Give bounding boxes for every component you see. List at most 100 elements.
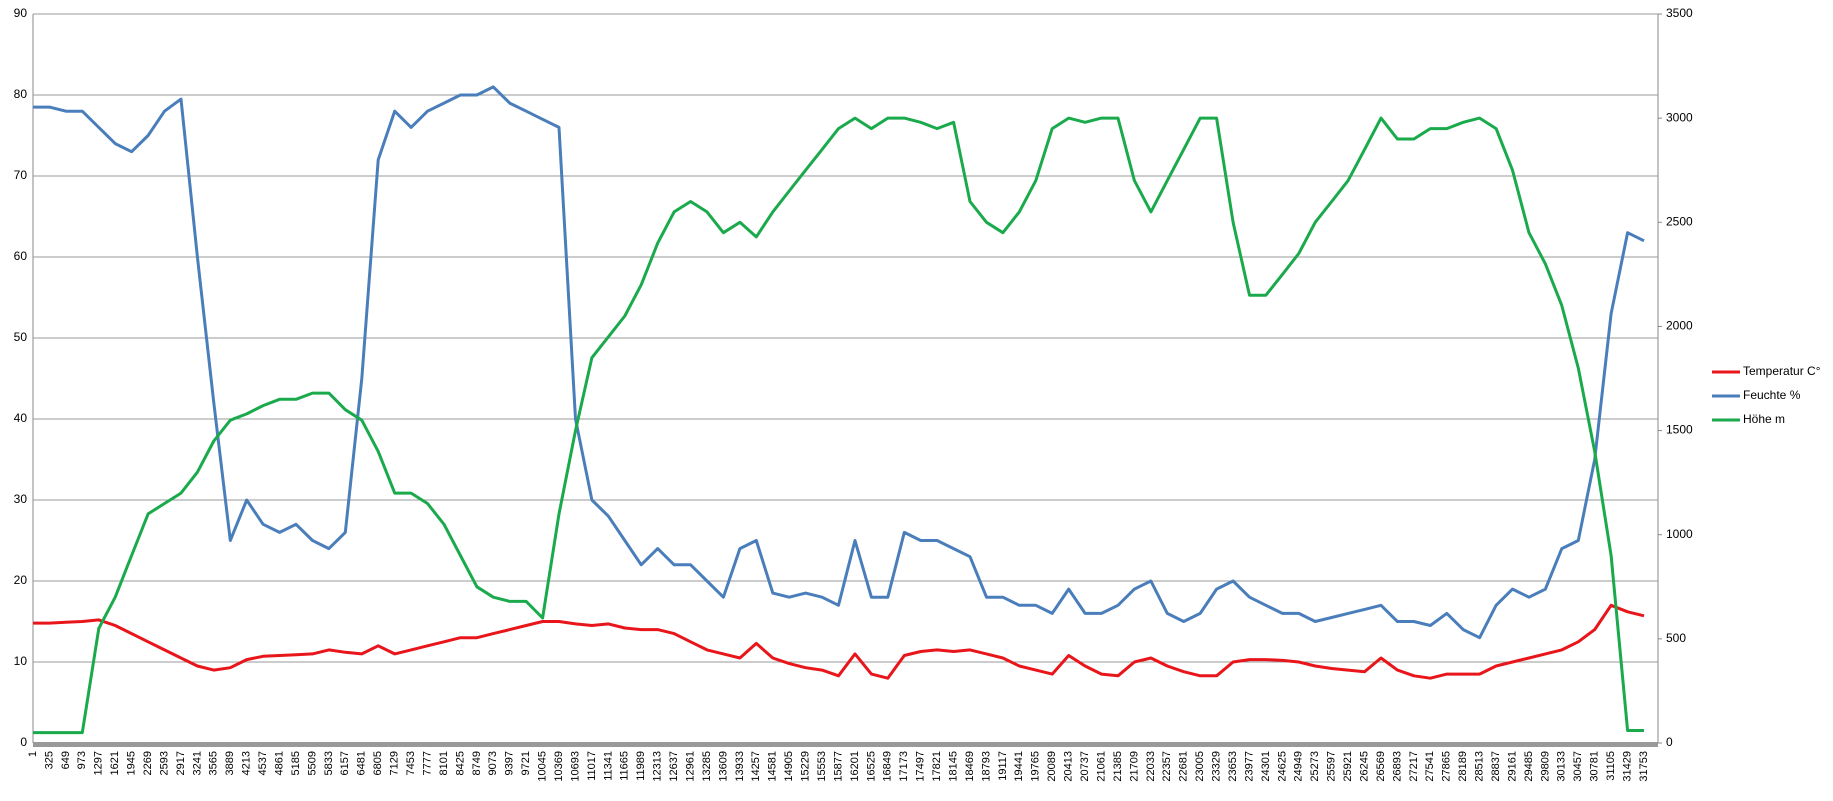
x-tick-label: 29809 <box>1539 751 1551 782</box>
legend-label: Temperatur C° <box>1743 364 1821 378</box>
x-tick-label: 1621 <box>109 751 121 775</box>
y2-tick-label: 3500 <box>1666 6 1693 20</box>
x-tick-label: 17497 <box>915 751 927 782</box>
x-tick-label: 10045 <box>537 751 549 782</box>
y2-tick-label: 1500 <box>1666 423 1693 437</box>
x-tick-label: 31429 <box>1621 751 1633 782</box>
x-tick-label: 12637 <box>668 751 680 782</box>
legend-label: Feuchte % <box>1743 388 1801 402</box>
x-tick-label: 12313 <box>652 751 664 782</box>
x-tick-label: 3241 <box>191 751 203 775</box>
x-tick-label: 26569 <box>1375 751 1387 782</box>
x-tick-label: 23977 <box>1243 751 1255 782</box>
x-tick-label: 1945 <box>126 751 138 775</box>
x-tick-label: 7129 <box>389 751 401 775</box>
x-tick-label: 19765 <box>1030 751 1042 782</box>
y-tick-label: 80 <box>14 87 28 101</box>
x-tick-label: 22681 <box>1178 751 1190 782</box>
y2-tick-label: 0 <box>1666 735 1673 749</box>
x-tick-label: 649 <box>60 751 72 769</box>
x-tick-label: 31753 <box>1638 751 1650 782</box>
x-tick-label: 12961 <box>684 751 696 782</box>
x-tick-label: 13933 <box>734 751 746 782</box>
x-tick-label: 21061 <box>1095 751 1107 782</box>
x-tick-label: 973 <box>76 751 88 769</box>
x-tick-label: 23329 <box>1211 751 1223 782</box>
x-tick-label: 4213 <box>241 751 253 775</box>
x-tick-label: 14257 <box>750 751 762 782</box>
x-tick-label: 24949 <box>1293 751 1305 782</box>
x-tick-label: 6157 <box>339 751 351 775</box>
legend-label: Höhe m <box>1743 412 1785 426</box>
x-tick-label: 27217 <box>1408 751 1420 782</box>
y-tick-label: 50 <box>14 330 28 344</box>
x-tick-label: 20737 <box>1079 751 1091 782</box>
y-tick-label: 10 <box>14 654 28 668</box>
y-tick-label: 60 <box>14 249 28 263</box>
x-tick-label: 19441 <box>1013 751 1025 782</box>
x-tick-label: 11665 <box>619 751 631 781</box>
y-tick-label: 30 <box>14 492 28 506</box>
x-tick-label: 9073 <box>487 751 499 775</box>
x-tick-label: 31105 <box>1605 751 1617 781</box>
x-tick-label: 21709 <box>1128 751 1140 782</box>
x-tick-label: 6481 <box>356 751 368 775</box>
y-tick-label: 90 <box>14 6 28 20</box>
x-tick-label: 9721 <box>520 751 532 775</box>
series-line <box>33 116 1644 735</box>
x-tick-label: 16201 <box>849 751 861 782</box>
x-tick-label: 17821 <box>931 751 943 782</box>
x-tick-label: 6805 <box>372 751 384 775</box>
x-tick-label: 15877 <box>832 751 844 782</box>
x-tick-label: 2593 <box>158 751 170 775</box>
x-tick-label: 16849 <box>882 751 894 782</box>
x-tick-label: 9397 <box>504 751 516 775</box>
series-line <box>33 603 1645 680</box>
x-tick-label: 13609 <box>717 751 729 782</box>
y2-tick-label: 2500 <box>1666 214 1693 228</box>
x-tick-label: 325 <box>43 751 55 769</box>
x-tick-label: 25597 <box>1326 751 1338 782</box>
x-tick-label: 15229 <box>800 751 812 782</box>
x-tick-label: 7777 <box>421 751 433 775</box>
x-tick-label: 5833 <box>323 751 335 775</box>
x-tick-label: 20413 <box>1063 751 1075 782</box>
x-tick-label: 24625 <box>1276 751 1288 782</box>
x-tick-label: 30781 <box>1589 751 1601 782</box>
x-tick-label: 8425 <box>454 751 466 775</box>
x-tick-label: 22357 <box>1161 751 1173 782</box>
x-tick-label: 24301 <box>1260 751 1272 782</box>
x-tick-label: 1 <box>27 751 39 757</box>
x-tick-label: 26245 <box>1358 751 1370 782</box>
x-tick-label: 27865 <box>1441 751 1453 782</box>
x-tick-label: 18793 <box>980 751 992 782</box>
x-tick-label: 5185 <box>290 751 302 775</box>
x-tick-label: 11989 <box>635 751 647 781</box>
y2-tick-label: 2000 <box>1666 319 1693 333</box>
x-tick-label: 11017 <box>586 751 598 781</box>
y-tick-label: 70 <box>14 168 28 182</box>
x-tick-label: 18469 <box>964 751 976 782</box>
y-tick-label: 40 <box>14 411 28 425</box>
x-tick-label: 20089 <box>1046 751 1058 782</box>
x-tick-label: 23005 <box>1194 751 1206 782</box>
x-tick-label: 2269 <box>142 751 154 775</box>
x-tick-label: 28513 <box>1474 751 1486 782</box>
x-tick-label: 27541 <box>1424 751 1436 782</box>
x-tick-label: 23653 <box>1227 751 1239 782</box>
x-tick-label: 14905 <box>783 751 795 782</box>
x-tick-label: 30133 <box>1556 751 1568 782</box>
x-tick-label: 4537 <box>257 751 269 775</box>
x-tick-label: 29485 <box>1523 751 1535 782</box>
x-tick-label: 10693 <box>569 751 581 782</box>
x-tick-label: 3565 <box>208 751 220 775</box>
x-tick-label: 13285 <box>701 751 713 782</box>
x-tick-label: 28837 <box>1490 751 1502 782</box>
x-tick-label: 19117 <box>997 751 1009 781</box>
x-tick-label: 14581 <box>767 751 779 782</box>
y-tick-label: 20 <box>14 573 28 587</box>
x-tick-label: 16525 <box>865 751 877 782</box>
x-tick-label: 5509 <box>306 751 318 775</box>
